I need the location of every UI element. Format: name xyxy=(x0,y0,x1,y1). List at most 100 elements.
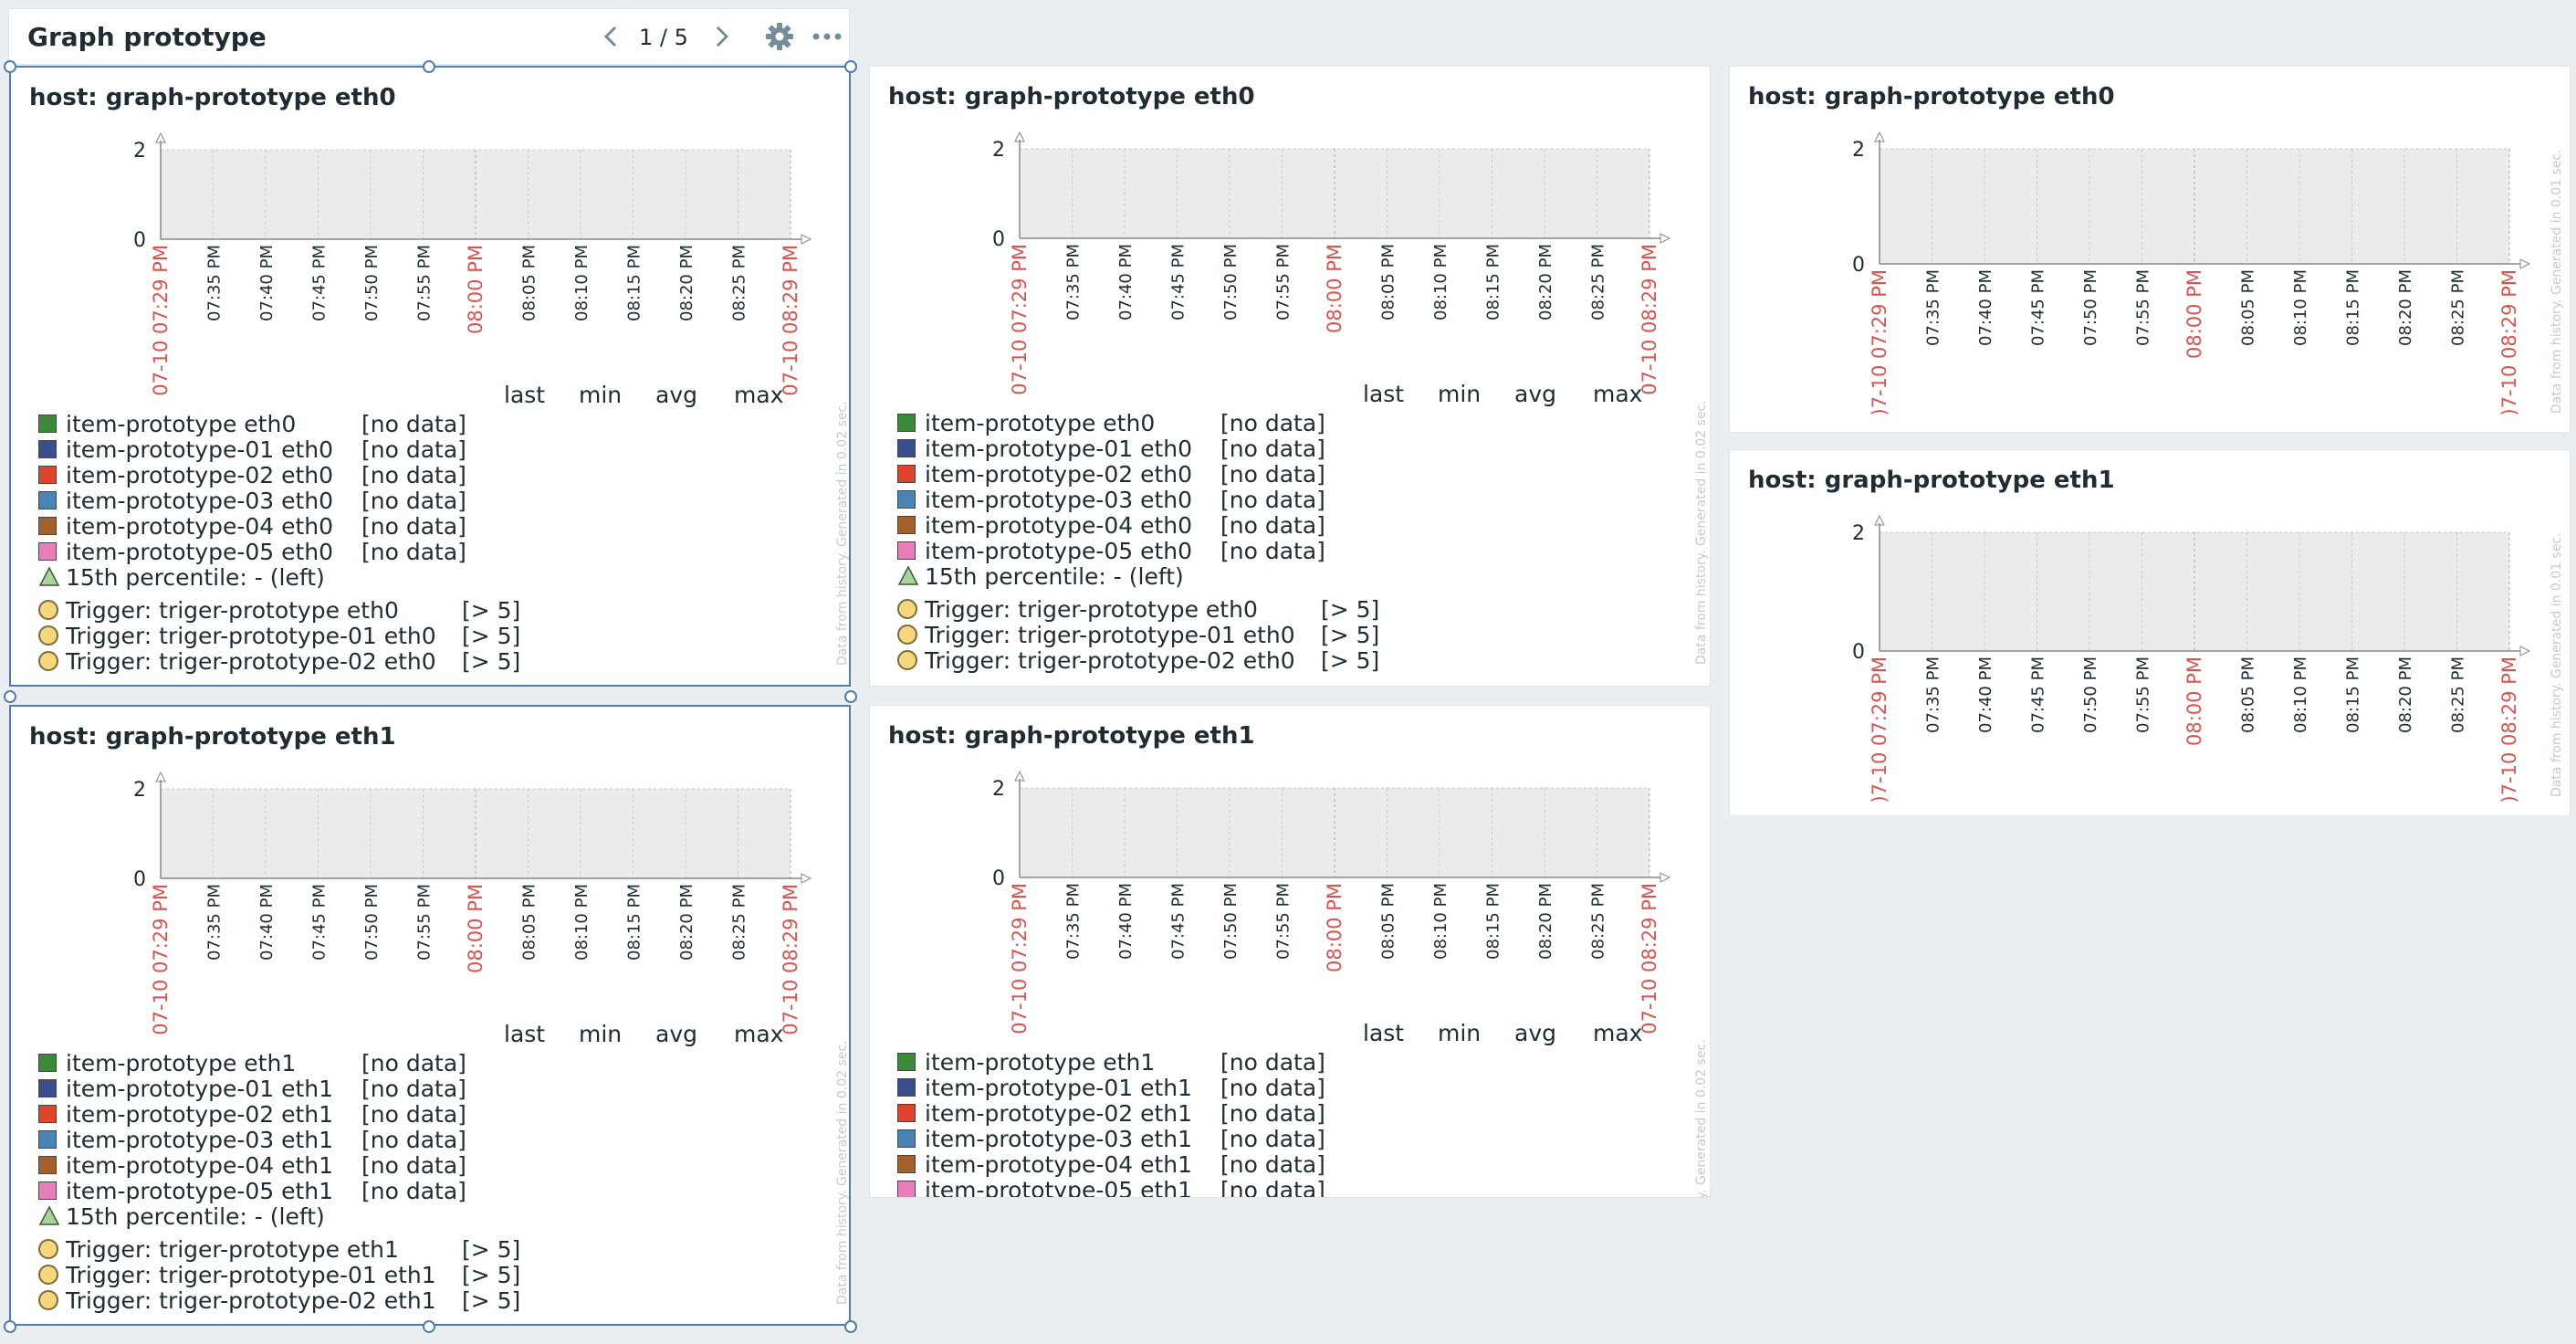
x-tick-label: 07:45 PM xyxy=(1169,883,1189,960)
legend-swatch xyxy=(38,415,57,433)
x-tick-label: 07:55 PM xyxy=(1274,883,1293,960)
legend-item-value: [no data] xyxy=(361,462,466,488)
legend-trigger-value: [> 5] xyxy=(1321,647,1380,674)
resize-handle[interactable] xyxy=(423,60,435,73)
legend-column-min: min xyxy=(1438,1020,1482,1046)
x-tick-label: 08:25 PM xyxy=(730,245,749,321)
legend-item-value: [no data] xyxy=(1220,1075,1325,1101)
x-tick-label: 07-10 07:29 PM xyxy=(150,884,172,1035)
x-tick-label: 08:00 PM xyxy=(465,884,487,973)
resize-handle[interactable] xyxy=(4,1320,16,1333)
x-axis-arrow xyxy=(801,234,812,245)
pager-counter: 1 / 5 xyxy=(639,25,688,50)
x-tick-label: 08:05 PM xyxy=(1379,244,1398,320)
legend-item-value: [no data] xyxy=(361,488,466,514)
x-tick-label: 07:40 PM xyxy=(1116,244,1136,320)
graph-panel-eth0[interactable]: host: graph-prototype eth0 2 0 07-10 07:29… xyxy=(869,66,1711,687)
legend-swatch xyxy=(38,542,57,561)
legend-swatch xyxy=(897,490,916,509)
x-tick-label: 07:55 PM xyxy=(415,245,435,321)
chevron-left-icon xyxy=(603,26,617,47)
percentile-triangle-icon xyxy=(897,565,919,585)
legend-column-min: min xyxy=(579,1021,623,1047)
legend-item-label: item-prototype-05 eth1 xyxy=(925,1177,1193,1198)
widget-settings-button[interactable] xyxy=(763,20,796,53)
resize-handle[interactable] xyxy=(844,60,857,73)
legend-column-max: max xyxy=(1593,381,1643,407)
legend-trigger-value: [> 5] xyxy=(462,623,521,649)
y-tick-label: 0 xyxy=(992,228,1005,251)
legend-item-label: item-prototype-04 eth0 xyxy=(66,513,334,540)
y-axis-arrow xyxy=(1874,514,1885,526)
legend-trigger-value: [> 5] xyxy=(462,648,521,675)
pager-next-button[interactable] xyxy=(707,18,738,55)
graph-panel-eth1[interactable]: host: graph-prototype eth1 2 0)7-10 07:29… xyxy=(1729,449,2571,816)
legend-swatch xyxy=(38,1181,57,1200)
legend-item-label: item-prototype-03 eth1 xyxy=(925,1126,1193,1152)
x-tick-label: 08:00 PM xyxy=(2183,656,2205,746)
x-tick-label: 07:35 PM xyxy=(205,884,225,961)
x-tick-label: )7-10 07:29 PM xyxy=(1869,269,1890,416)
legend-column-last: last xyxy=(1363,381,1405,407)
x-tick-label: 07-10 07:29 PM xyxy=(1009,883,1031,1034)
y-tick-label: 2 xyxy=(1852,522,1865,545)
legend-item-label: item-prototype-02 eth1 xyxy=(66,1101,334,1128)
x-tick-label: 08:05 PM xyxy=(520,245,539,321)
legend-column-min: min xyxy=(579,382,623,408)
y-tick-label: 0 xyxy=(133,868,146,891)
x-tick-label: 08:05 PM xyxy=(1379,883,1398,960)
resize-handle[interactable] xyxy=(423,1320,435,1333)
graph-panel-eth1[interactable]: host: graph-prototype eth1 2 0 07-10 07:29… xyxy=(869,705,1711,1198)
x-tick-label: 07:50 PM xyxy=(2081,269,2100,346)
widget-title: Graph prototype xyxy=(27,22,267,52)
graph-panel-eth0[interactable]: host: graph-prototype eth0 2 0 07-10 07:29… xyxy=(9,66,851,687)
resize-handle[interactable] xyxy=(844,690,857,703)
graph-canvas: 2 0)7-10 07:29 PM 07:35 PM 07:40 PM 07:45 PM… xyxy=(1852,514,2564,803)
graph-panel-eth1[interactable]: host: graph-prototype eth1 2 0 07-10 07:29… xyxy=(9,705,851,1326)
graph-canvas: 2 007-10 07:29 PM 07:35 PM 07:40 PM 07:45 PM… xyxy=(992,770,1709,1197)
legend-item-value: [no data] xyxy=(1220,1177,1325,1198)
graph-canvas: 2 007-10 07:29 PM 07:35 PM 07:40 PM 07:45 PM… xyxy=(992,131,1709,665)
legend-swatch xyxy=(38,517,57,535)
legend-trigger-label: Trigger: triger-prototype eth0 xyxy=(925,596,1258,623)
y-tick-label: 2 xyxy=(133,779,146,802)
generation-note: Data from history. Generated in 0.02 sec… xyxy=(1694,400,1709,665)
x-tick-label: 08:00 PM xyxy=(2183,269,2205,359)
graph-panel-eth0[interactable]: host: graph-prototype eth0 2 0)7-10 07:29… xyxy=(1729,66,2571,433)
generation-note: Data from history. Generated in 0.02 sec… xyxy=(835,1040,850,1305)
legend-percentile-label: 15th percentile: - (left) xyxy=(66,564,325,591)
x-tick-label: 08:25 PM xyxy=(730,884,749,961)
x-tick-label: 07:55 PM xyxy=(2134,656,2153,733)
legend-item-label: item-prototype-04 eth1 xyxy=(66,1152,334,1179)
x-tick-label: 08:15 PM xyxy=(2344,656,2363,733)
x-tick-label: 07-10 08:29 PM xyxy=(1639,883,1660,1034)
x-tick-label: 08:25 PM xyxy=(1589,244,1608,320)
x-axis-arrow xyxy=(2519,646,2531,656)
generation-note: Data from history. Generated in 0.01 sec… xyxy=(2550,532,2564,797)
widget-more-button[interactable] xyxy=(811,26,843,47)
resize-handle[interactable] xyxy=(4,690,16,703)
pager-prev-button[interactable] xyxy=(595,18,626,55)
legend-item-value: [no data] xyxy=(1220,1126,1325,1152)
x-tick-label: 07:50 PM xyxy=(1221,244,1241,320)
legend-item-label: item-prototype-02 eth0 xyxy=(66,462,334,488)
legend-swatch xyxy=(897,439,916,457)
legend-trigger-label: Trigger: triger-prototype-01 eth1 xyxy=(66,1262,436,1288)
graph-title: host: graph-prototype eth0 xyxy=(1748,83,2115,110)
x-tick-label: 07:50 PM xyxy=(362,884,382,961)
x-tick-label: 08:20 PM xyxy=(2396,269,2415,346)
x-tick-label: 07-10 08:29 PM xyxy=(780,884,801,1035)
legend-item-value: [no data] xyxy=(361,1152,466,1179)
legend-item-value: [no data] xyxy=(1220,512,1325,539)
legend-item-label: item-prototype eth0 xyxy=(925,410,1156,436)
x-tick-label: 07-10 08:29 PM xyxy=(1639,244,1660,395)
legend-trigger-value: [> 5] xyxy=(462,597,521,624)
resize-handle[interactable] xyxy=(844,1320,857,1333)
legend-column-max: max xyxy=(734,1021,784,1047)
legend-trigger-value: [> 5] xyxy=(1321,596,1380,623)
resize-handle[interactable] xyxy=(4,60,16,73)
legend-swatch xyxy=(897,1155,916,1173)
legend-trigger-value: [> 5] xyxy=(1321,622,1380,648)
legend-swatch xyxy=(897,1129,916,1148)
graph-canvas: 2 007-10 07:29 PM 07:35 PM 07:40 PM 07:45 PM… xyxy=(133,131,849,666)
